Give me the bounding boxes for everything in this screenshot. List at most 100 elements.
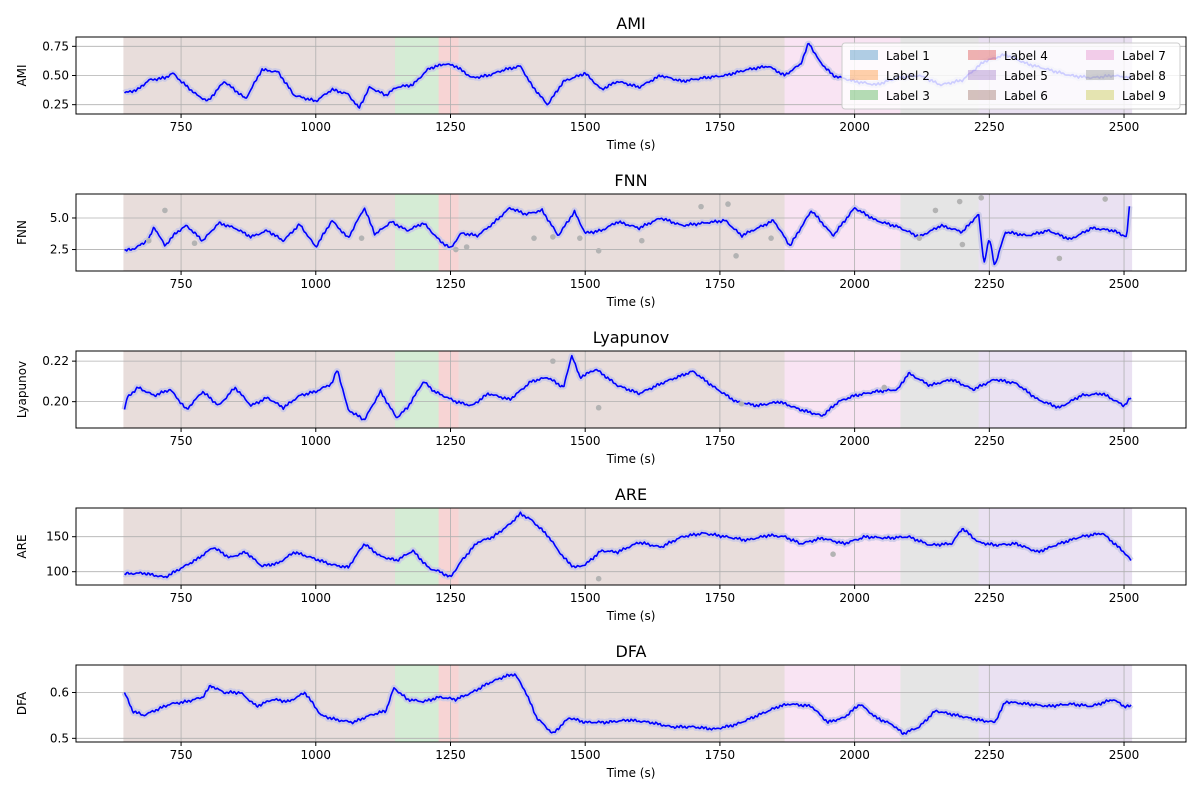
series-line bbox=[123, 673, 1132, 736]
x-tick-label: 1000 bbox=[301, 434, 332, 448]
subplot-fnn: 750 1000 1250 1500 1750 2000 2250 2500 2.5 5.0 FNN… bbox=[15, 171, 1187, 309]
label-region-2 bbox=[438, 351, 459, 428]
legend-swatch bbox=[850, 70, 878, 80]
y-tick-label: 0.75 bbox=[42, 39, 69, 53]
series-group bbox=[122, 194, 1133, 268]
scatter-point-6 bbox=[531, 235, 537, 241]
y-axis-label: FNN bbox=[15, 220, 29, 245]
subplot-title: Lyapunov bbox=[593, 328, 669, 347]
y-axis-label: ARE bbox=[15, 534, 29, 558]
x-tick-label: 1500 bbox=[570, 748, 601, 762]
x-axis-label: Time (s) bbox=[606, 138, 656, 152]
subplot-dfa: 750 1000 1250 1500 1750 2000 2250 2500 0.5 0.6 DFA… bbox=[15, 642, 1187, 780]
x-tick-label: 2500 bbox=[1109, 434, 1140, 448]
label-region-2 bbox=[438, 508, 459, 585]
x-axis-label: Time (s) bbox=[606, 766, 656, 780]
series-line bbox=[124, 511, 1132, 579]
scatter-point-0 bbox=[162, 207, 168, 214]
legend-label: Label 4 bbox=[1004, 49, 1048, 63]
series-group bbox=[121, 352, 1133, 423]
legend-label: Label 5 bbox=[1004, 69, 1048, 83]
scatter-point-16 bbox=[932, 207, 939, 214]
x-tick-label: 1250 bbox=[435, 277, 466, 291]
x-tick-label: 2500 bbox=[1109, 120, 1140, 134]
subplot-ami: 750 1000 1250 1500 1750 2000 2250 2500 0.25 0.50 0… bbox=[15, 14, 1187, 152]
y-tick-label: 2.5 bbox=[50, 243, 69, 257]
x-tick-label: 1500 bbox=[570, 591, 601, 605]
x-tick-label: 1500 bbox=[570, 120, 601, 134]
series-group bbox=[122, 509, 1134, 582]
label-region-4 bbox=[784, 194, 901, 271]
legend-label: Label 8 bbox=[1122, 69, 1166, 83]
axes-frame bbox=[75, 193, 1187, 272]
subplot-title: ARE bbox=[615, 485, 647, 504]
x-tick-label: 1250 bbox=[435, 120, 466, 134]
scatter-point-1 bbox=[145, 237, 152, 244]
scatter-point-5 bbox=[463, 244, 470, 250]
x-tick-label: 2500 bbox=[1109, 748, 1140, 762]
legend-label: Label 1 bbox=[886, 49, 930, 63]
scatter-point-2 bbox=[738, 400, 745, 407]
x-tick-label: 750 bbox=[170, 748, 193, 762]
legend-swatch bbox=[968, 70, 996, 80]
legend: Label 1 Label 2 Label 3 Label 4 Label 5 Label… bbox=[841, 42, 1181, 110]
legend-swatch bbox=[968, 90, 996, 100]
scatter-point-9 bbox=[595, 248, 602, 254]
x-tick-label: 1750 bbox=[705, 591, 736, 605]
x-tick-label: 1250 bbox=[435, 748, 466, 762]
scatter-point-0 bbox=[550, 358, 556, 364]
scatter-point-0 bbox=[595, 575, 602, 582]
x-tick-label: 2250 bbox=[974, 748, 1005, 762]
legend-label: Label 3 bbox=[886, 89, 930, 103]
label-region-6 bbox=[978, 351, 1133, 428]
scatter-point-2 bbox=[191, 240, 198, 247]
legend-label: Label 2 bbox=[886, 69, 930, 83]
label-regions bbox=[123, 665, 1133, 742]
legend-swatch bbox=[1086, 70, 1114, 80]
legend-swatch bbox=[850, 50, 878, 60]
x-tick-label: 1500 bbox=[570, 277, 601, 291]
x-tick-label: 750 bbox=[170, 277, 193, 291]
y-tick-label: 0.5 bbox=[50, 731, 69, 745]
x-tick-label: 2250 bbox=[974, 434, 1005, 448]
legend-label: Label 7 bbox=[1122, 49, 1166, 63]
x-tick-label: 1000 bbox=[301, 591, 332, 605]
x-tick-label: 2000 bbox=[839, 591, 870, 605]
series-group bbox=[121, 671, 1134, 738]
x-tick-label: 2250 bbox=[974, 120, 1005, 134]
scatter-point-14 bbox=[768, 235, 774, 241]
x-tick-label: 1750 bbox=[705, 748, 736, 762]
x-axis-label: Time (s) bbox=[606, 452, 656, 466]
scatter-point-1 bbox=[830, 551, 836, 557]
x-tick-label: 2000 bbox=[839, 120, 870, 134]
legend-label: Label 6 bbox=[1004, 89, 1048, 103]
scatter-point-7 bbox=[550, 234, 556, 240]
x-tick-label: 2500 bbox=[1109, 277, 1140, 291]
scatter-point-10 bbox=[638, 237, 645, 244]
label-region-1 bbox=[394, 508, 439, 585]
y-axis-label: AMI bbox=[15, 64, 29, 86]
label-region-5 bbox=[900, 351, 979, 428]
scatter-point-21 bbox=[1102, 196, 1108, 202]
series-line bbox=[123, 354, 1132, 421]
x-tick-label: 750 bbox=[170, 591, 193, 605]
scatter-point-17 bbox=[956, 198, 963, 205]
subplot-title: AMI bbox=[616, 14, 645, 33]
subplot-lyapunov: 750 1000 1250 1500 1750 2000 2250 2500 0.20 0.22 L… bbox=[15, 328, 1187, 466]
label-region-2 bbox=[438, 194, 459, 271]
y-tick-label: 150 bbox=[46, 530, 69, 544]
x-axis-label: Time (s) bbox=[606, 609, 656, 623]
x-tick-label: 2250 bbox=[974, 277, 1005, 291]
x-tick-label: 1000 bbox=[301, 748, 332, 762]
y-tick-label: 5.0 bbox=[50, 211, 69, 225]
y-tick-label: 0.50 bbox=[42, 69, 69, 83]
x-axis-label: Time (s) bbox=[606, 295, 656, 309]
legend-swatch bbox=[850, 90, 878, 100]
x-tick-label: 1750 bbox=[705, 120, 736, 134]
scatter-point-20 bbox=[1056, 255, 1063, 262]
y-tick-label: 0.25 bbox=[42, 98, 69, 112]
x-tick-label: 1250 bbox=[435, 434, 466, 448]
x-tick-label: 1000 bbox=[301, 277, 332, 291]
scatter-point-11 bbox=[698, 203, 704, 210]
